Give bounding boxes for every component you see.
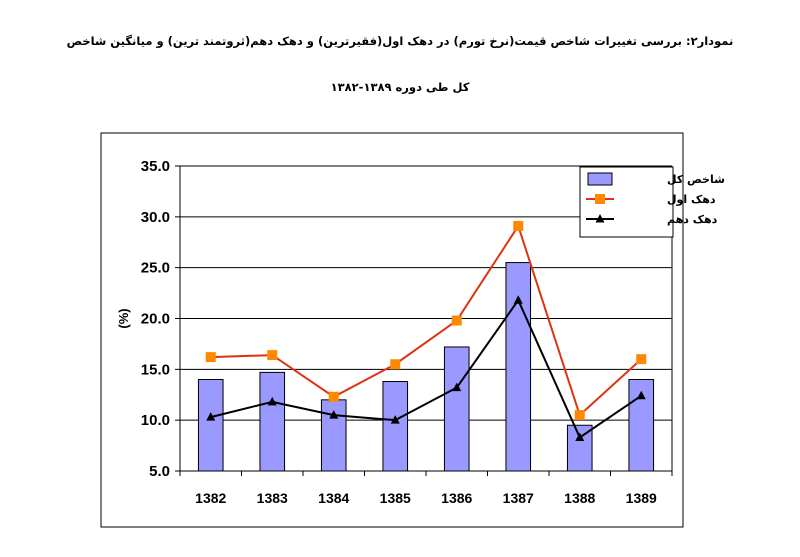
chart-title-line2: کل طی دوره ۱۳۸۹-۱۳۸۲ [330,80,470,94]
x-tick-label: 1387 [503,490,534,506]
chart-frame [100,132,684,528]
bar-1383 [259,371,286,472]
point-triangle-1388 [575,432,585,441]
x-tick-label: 1385 [380,490,411,506]
point-square-1387 [513,220,524,231]
y-tick-label: 20.0 [141,311,170,328]
point-triangle-1389 [636,390,646,400]
x-tick-label: 1383 [257,490,288,506]
point-square-1385 [390,359,401,370]
x-tick-label: 1386 [441,490,472,506]
legend-marker-square [595,194,605,204]
point-triangle-1385 [390,415,400,424]
y-tick-label: 5.0 [149,463,170,480]
bar-1382 [197,379,224,472]
bar-1387 [505,262,532,472]
x-tick-label: 1382 [195,490,226,506]
point-triangle-1383 [267,396,277,406]
line-series-1 [210,223,642,417]
point-triangle-1386 [452,382,462,392]
point-square-1386 [451,315,462,326]
chart-title-line1: نمودار۲: بررسی تغییرات شاخص قیمت(نرخ تور… [66,34,734,48]
legend-marker-triangle [595,214,605,223]
point-triangle-1387 [513,295,523,304]
legend-swatch-bar [587,172,613,186]
bar-1386 [443,346,470,472]
y-axis-label: (%) [116,308,131,328]
point-square-1384 [328,391,339,402]
point-triangle-1384 [329,410,339,419]
y-tick-label: 15.0 [141,361,170,378]
point-square-1388 [574,410,585,421]
point-square-1383 [267,350,278,361]
point-square-1382 [205,352,216,363]
legend-label: دهک دهم [667,213,718,226]
y-tick-label: 30.0 [141,209,170,226]
x-tick-label: 1389 [626,490,657,506]
y-tick-label: 10.0 [141,412,170,429]
point-triangle-1382 [206,412,216,421]
x-tick-label: 1384 [318,490,349,506]
point-square-1389 [636,354,647,365]
legend-label: شاخص کل [667,173,725,186]
x-tick-label: 1388 [564,490,595,506]
line-series-2 [210,298,642,439]
y-tick-label: 25.0 [141,260,170,277]
y-tick-label: 35.0 [141,158,170,175]
legend-label: دهک اول [667,193,716,206]
bar-1385 [382,381,409,472]
